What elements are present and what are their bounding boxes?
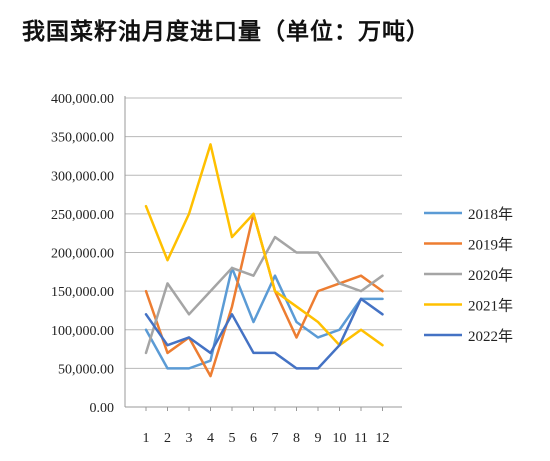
x-tick-label: 11	[354, 431, 367, 446]
x-tick-label: 9	[315, 431, 322, 446]
series-line-2021年	[144, 143, 384, 347]
x-axis-tick-labels: 1 2 3 4 5 6 7 8 9 10 11 12	[143, 431, 390, 446]
legend: 2018年 2019年 2020年 2021年 2022年	[424, 206, 513, 345]
series-lines	[144, 143, 384, 378]
legend-label: 2018年	[468, 206, 513, 223]
axes	[124, 96, 402, 411]
y-tick-label: 50,000.00	[58, 362, 114, 377]
series-line-2022年	[144, 297, 384, 370]
x-tick-label: 12	[376, 431, 390, 446]
legend-label: 2020年	[468, 267, 513, 284]
x-tick-label: 5	[229, 431, 236, 446]
y-tick-label: 400,000.00	[51, 92, 114, 107]
x-tick-label: 3	[186, 431, 193, 446]
y-tick-label: 200,000.00	[51, 247, 114, 262]
x-tick-label: 4	[207, 431, 214, 446]
y-tick-label: 150,000.00	[51, 285, 114, 300]
gridlines	[125, 97, 402, 369]
x-tick-label: 10	[333, 431, 347, 446]
x-tick-label: 7	[272, 431, 279, 446]
legend-label: 2019年	[468, 237, 513, 254]
y-tick-label: 300,000.00	[51, 169, 114, 184]
y-tick-label: 100,000.00	[51, 324, 114, 339]
y-tick-label: 250,000.00	[51, 208, 114, 223]
series-line-2018年	[144, 266, 384, 370]
x-tick-label: 1	[143, 431, 150, 446]
y-tick-label: 0.00	[90, 401, 115, 416]
x-tick-label: 6	[250, 431, 257, 446]
legend-label: 2021年	[468, 298, 513, 315]
y-tick-label: 350,000.00	[51, 131, 114, 146]
chart-title: 我国菜籽油月度进口量（单位：万吨）	[22, 19, 430, 45]
y-axis-tick-labels: 0.00 50,000.00 100,000.00 150,000.00 200,000…	[51, 92, 114, 416]
legend-label: 2022年	[468, 328, 513, 345]
x-tick-label: 2	[164, 431, 171, 446]
x-tick-label: 8	[293, 431, 300, 446]
